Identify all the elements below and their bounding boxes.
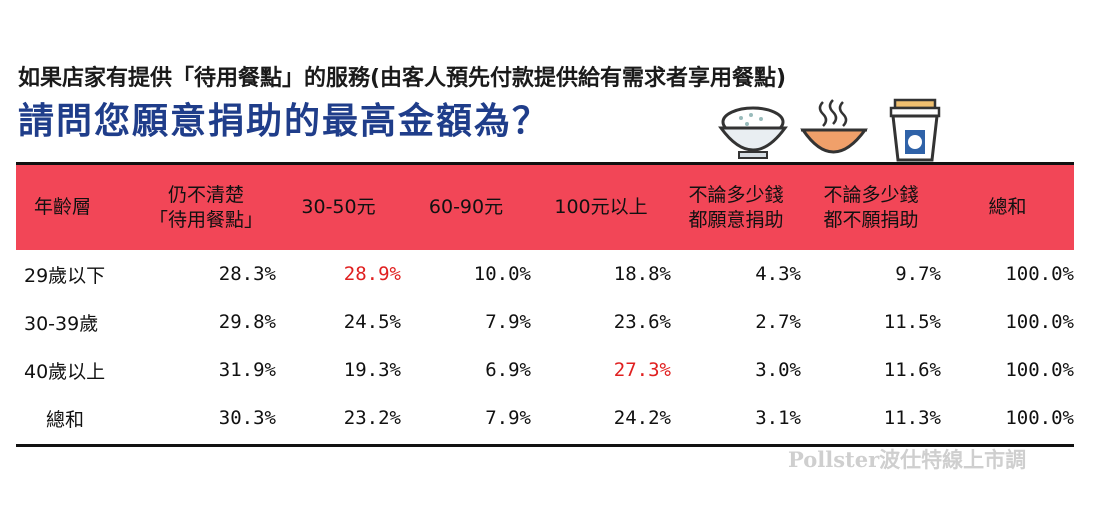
table-cell: 100.0% bbox=[1005, 263, 1074, 285]
drink-cup-icon bbox=[889, 98, 941, 162]
table-cell: 28.9% bbox=[343, 263, 401, 285]
table-body: 29歲以下 28.3% 28.9% 10.0% 18.8% 4.3% 9.7% 100.0% 3… bbox=[16, 250, 1074, 442]
soup-bowl-icon bbox=[800, 99, 868, 154]
table-cell: 10.0% bbox=[473, 263, 531, 285]
data-table: 年齡層 仍不清楚 「待用餐點」 30-50元 60-90元 100元以上 不論多… bbox=[16, 162, 1074, 447]
header-age-group: 年齡層 bbox=[34, 196, 92, 219]
header-unwilling-any: 不論多少錢 都不願捐助 bbox=[823, 183, 919, 231]
chart-subtitle: 如果店家有提供「待用餐點」的服務(由客人預先付款提供給有需求者享用餐點) bbox=[18, 66, 787, 91]
rice-bowl-icon bbox=[718, 106, 788, 159]
row-label: 30-39歲 bbox=[24, 312, 99, 335]
row-label: 29歲以下 bbox=[24, 264, 106, 287]
table-cell: 100.0% bbox=[1005, 407, 1074, 429]
row-total: 總和 30.3% 23.2% 7.9% 24.2% 3.1% 11.3% 100.0% bbox=[16, 394, 1074, 442]
table-cell: 100.0% bbox=[1005, 359, 1074, 381]
table-header: 年齡層 仍不清楚 「待用餐點」 30-50元 60-90元 100元以上 不論多… bbox=[16, 165, 1074, 250]
table-cell: 19.3% bbox=[343, 359, 401, 381]
table-cell: 23.6% bbox=[613, 311, 671, 333]
table-cell: 6.9% bbox=[485, 359, 531, 381]
table-cell: 24.2% bbox=[613, 407, 671, 429]
header-willing-any: 不論多少錢 都願意捐助 bbox=[688, 183, 784, 231]
table-cell: 2.7% bbox=[755, 311, 801, 333]
table-cell: 7.9% bbox=[485, 407, 531, 429]
table-cell: 11.6% bbox=[883, 359, 941, 381]
table-cell: 30.3% bbox=[218, 407, 276, 429]
watermark: Pollster波仕特線上市調 bbox=[788, 447, 1027, 472]
header-30-50: 30-50元 bbox=[301, 196, 376, 219]
table-cell: 23.2% bbox=[343, 407, 401, 429]
table-cell: 29.8% bbox=[218, 311, 276, 333]
table-cell: 7.9% bbox=[485, 311, 531, 333]
table-cell: 24.5% bbox=[343, 311, 401, 333]
table-cell: 3.0% bbox=[755, 359, 801, 381]
header-total: 總和 bbox=[988, 196, 1027, 219]
header-unclear: 仍不清楚 「待用餐點」 bbox=[148, 183, 263, 231]
chart-title: 請問您願意捐助的最高金額為？ bbox=[18, 101, 551, 142]
food-icons bbox=[718, 98, 941, 162]
table-cell: 28.3% bbox=[218, 263, 276, 285]
row-40-plus: 40歲以上 31.9% 19.3% 6.9% 27.3% 3.0% 11.6% 100.0% bbox=[16, 346, 1074, 394]
table-cell: 18.8% bbox=[613, 263, 671, 285]
table-bottom-border bbox=[16, 444, 1074, 447]
table-cell: 27.3% bbox=[613, 359, 671, 381]
header-100-plus: 100元以上 bbox=[554, 196, 648, 219]
header-60-90: 60-90元 bbox=[428, 196, 504, 219]
table-cell: 3.1% bbox=[755, 407, 801, 429]
table-cell: 11.5% bbox=[883, 311, 941, 333]
table-cell: 11.3% bbox=[883, 407, 941, 429]
table-cell: 31.9% bbox=[218, 359, 276, 381]
table-cell: 9.7% bbox=[895, 263, 941, 285]
row-under-29: 29歲以下 28.3% 28.9% 10.0% 18.8% 4.3% 9.7% 100.0% bbox=[16, 250, 1074, 298]
row-label: 40歲以上 bbox=[24, 360, 106, 383]
table-cell: 100.0% bbox=[1005, 311, 1074, 333]
table-top-border bbox=[16, 162, 1074, 165]
table-cell: 4.3% bbox=[755, 263, 801, 285]
row-30-39: 30-39歲 29.8% 24.5% 7.9% 23.6% 2.7% 11.5% 100.0% bbox=[16, 298, 1074, 346]
row-label: 總和 bbox=[46, 408, 85, 431]
